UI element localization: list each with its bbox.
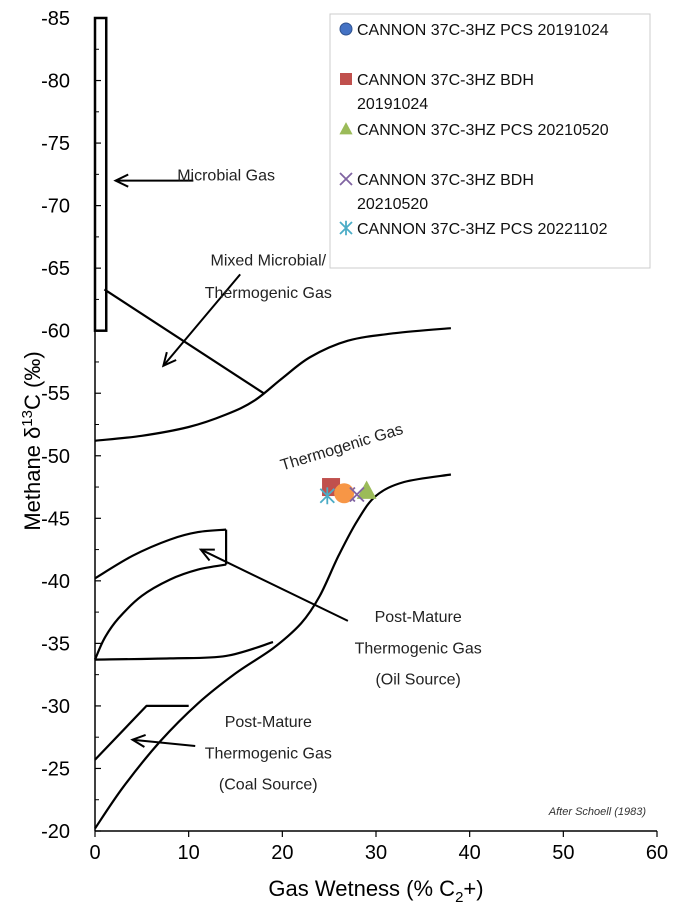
data-point-orange-circle [334, 483, 355, 504]
y-tick-label: -35 [41, 633, 70, 655]
oil-zone-curve [93, 563, 227, 661]
zone-label: Thermogenic Gas [205, 745, 332, 762]
annotation-arrow [162, 273, 241, 367]
zone-label: Microbial Gas [177, 168, 275, 185]
arrow-head [161, 351, 177, 368]
thermogenic-lower-curve [94, 473, 452, 830]
data-points [319, 478, 377, 505]
x-tick-label: 30 [365, 842, 387, 864]
legend-marker-circle [339, 22, 353, 36]
data-point-star [319, 487, 335, 505]
x-tick-label: 20 [271, 842, 293, 864]
x-tick-label: 0 [89, 842, 100, 864]
y-tick-label: -45 [41, 508, 70, 530]
y-tick-label: -50 [41, 446, 70, 468]
coal-zone-edge [94, 704, 189, 761]
zone-label: Post-Mature [375, 609, 462, 626]
thermogenic-upper-curve [94, 327, 451, 442]
legend-label: CANNON 37C-3HZ BDH 20210520 [357, 172, 534, 213]
y-tick-label: -30 [41, 696, 70, 718]
y-tick-label: -55 [41, 383, 70, 405]
y-tick-label: -65 [41, 258, 70, 280]
data-point-triangle [356, 480, 377, 499]
annotation-arrow [132, 738, 196, 747]
arrow-head [113, 173, 129, 188]
y-tick-label: -40 [41, 571, 70, 593]
legend-marker-x [339, 172, 353, 186]
annotation-arrows [113, 173, 349, 748]
y-tick-label: -60 [41, 321, 70, 343]
credit-note: After Schoell (1983) [548, 806, 647, 818]
x-axis-title: Gas Wetness (% C2+) [268, 876, 483, 906]
zone-label: Thermogenic Gas [355, 640, 482, 657]
legend-label: CANNON 37C-3HZ BDH 20191024 [357, 72, 534, 113]
legend-label: CANNON 37C-3HZ PCS 20191024 [357, 22, 609, 39]
y-tick-label: -80 [41, 71, 70, 93]
zone-label: (Oil Source) [375, 672, 460, 689]
oil-zone-lower-edge [94, 641, 274, 661]
legend-marker-star [339, 220, 353, 236]
arrow-head [130, 733, 146, 748]
y-tick-label: -75 [41, 133, 70, 155]
oil-zone-upper-edge [94, 528, 227, 580]
x-tick-label: 50 [552, 842, 574, 864]
legend: CANNON 37C-3HZ PCS 20191024 CANNON 37C-3H… [329, 13, 651, 269]
axes: -20 -25 -30 -35 -40 -45 -50 -55 -60 -65 -70 -75 -80 -… [41, 8, 668, 864]
y-tick-label: -85 [41, 8, 70, 30]
arrow-head [198, 548, 215, 562]
zone-label: Thermogenic Gas [205, 285, 332, 302]
y-tick-label: -70 [41, 196, 70, 218]
data-point-x-overlay [349, 486, 365, 503]
zone-label: Post-Mature [225, 714, 312, 731]
legend-box [329, 13, 651, 269]
y-tick-label: -25 [41, 758, 70, 780]
x-tick-label: 10 [178, 842, 200, 864]
y-tick-label: -20 [41, 821, 70, 843]
legend-label: CANNON 37C-3HZ PCS 20221102 [357, 221, 608, 238]
legend-marker-square [340, 73, 352, 85]
y-axis-title: Methane δ13C (‰) [19, 351, 45, 530]
annotation-arrow [200, 548, 349, 622]
legend-marker-triangle [339, 122, 353, 135]
legend-label: CANNON 37C-3HZ PCS 20210520 [357, 122, 609, 139]
zone-label: (Coal Source) [219, 777, 318, 794]
x-tick-label: 40 [459, 842, 481, 864]
x-tick-label: 60 [646, 842, 668, 864]
zone-label: Thermogenic Gas [279, 421, 406, 474]
zone-label: Mixed Microbial/ [210, 253, 326, 270]
